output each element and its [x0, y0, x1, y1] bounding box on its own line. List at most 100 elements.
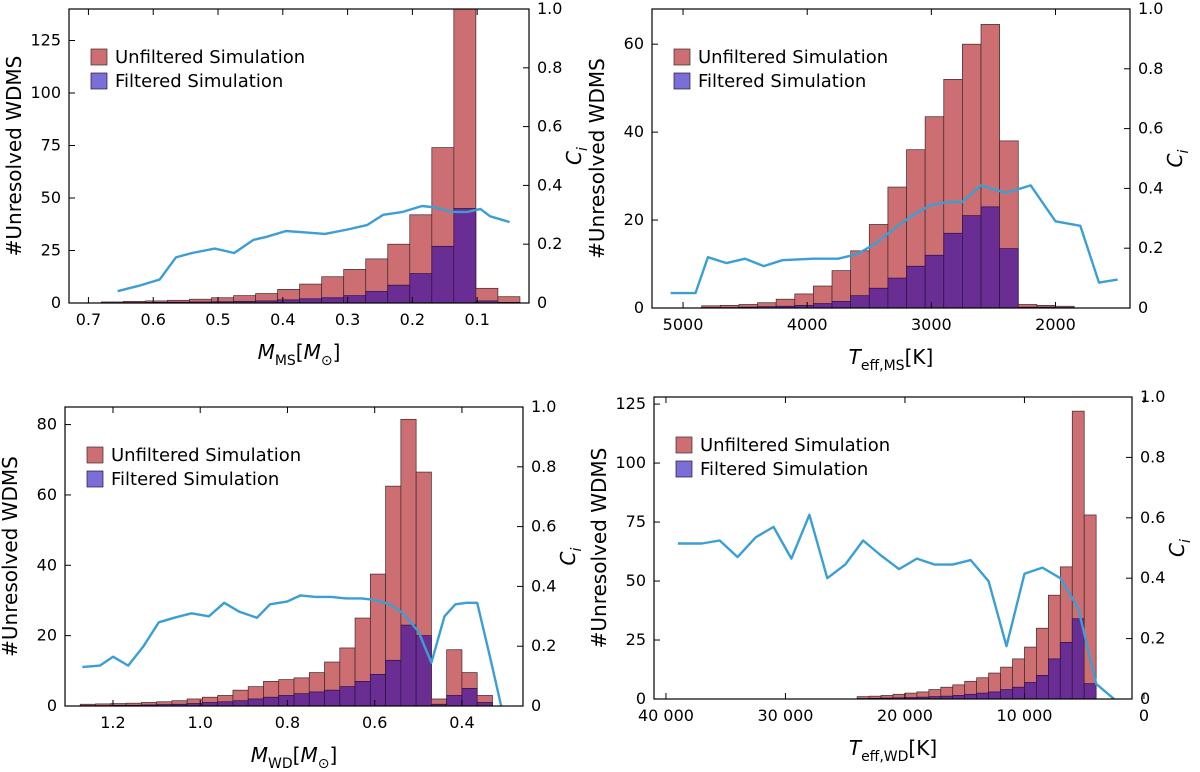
x-tick-label: 0 — [1139, 706, 1149, 725]
y2-axis-label: Ci — [1163, 149, 1192, 167]
filtered-bar — [409, 273, 433, 303]
x-tick-label: 0.8 — [275, 713, 300, 732]
legend-label-unfiltered: Unfiltered Simulation — [115, 47, 305, 68]
filtered-bar — [385, 659, 402, 706]
filtered-bar — [321, 297, 345, 303]
y-tick-label: 50 — [626, 571, 646, 590]
axis-frame — [653, 396, 1133, 700]
filtered-bar — [247, 698, 264, 706]
x-tick-label: 0.6 — [140, 310, 165, 329]
y2-tick-label: 0.8 — [531, 457, 556, 476]
ci-line — [82, 594, 503, 706]
filtered-bar — [354, 681, 371, 706]
x-axis-label: MWD[M⊙] — [251, 743, 338, 772]
filtered-bar — [850, 295, 870, 308]
filtered-bar — [813, 303, 833, 308]
y2-tick-label: 0.2 — [537, 234, 562, 253]
filtered-bar — [431, 245, 455, 303]
y2-tick-label: 0.4 — [1140, 568, 1165, 587]
chart-panel-bottom-left: 1.2 1.0 0.8 0.6 0.4 0 20 40 60 80 0 0.2 0.4 0.6 0.8 1.0… — [0, 397, 585, 772]
filtered-bar — [943, 232, 963, 308]
x-axis-label: Teff,MS[K] — [849, 345, 934, 374]
y2-tick-label: 0.4 — [537, 175, 562, 194]
ci-line — [677, 513, 1115, 699]
y-axis-label: #Unresolved WDMS — [0, 456, 22, 657]
filtered-bar — [453, 208, 477, 303]
y2-tick-label: 0.6 — [1140, 508, 1165, 527]
filtered-bar — [1083, 683, 1097, 699]
x-tick-label: 2000 — [1035, 315, 1076, 334]
x-tick-label: 5000 — [663, 315, 704, 334]
filtered-bar — [446, 695, 463, 706]
chart-panel-bottom-right: 40 000 30 000 20 000 10 000 0025507510012500… — [587, 387, 1194, 765]
axis-frame — [64, 406, 524, 707]
legend-swatch-filtered — [86, 470, 104, 488]
ci-line — [117, 204, 510, 293]
filtered-bar — [1036, 675, 1049, 699]
filtered-bar — [263, 696, 280, 706]
ci-line — [670, 184, 1118, 295]
y-axis-label: #Unresolved WDMS — [2, 56, 26, 257]
filtered-bar — [324, 689, 341, 706]
x-tick-label: 0.3 — [335, 310, 360, 329]
x-tick-label: 1.2 — [100, 713, 125, 732]
y-tick-label: 100 — [615, 453, 646, 472]
filtered-bar — [365, 291, 389, 303]
x-axis-label: Teff,WD[K] — [849, 736, 937, 765]
axis-frame — [651, 8, 1131, 309]
x-tick-label: 0.6 — [362, 713, 387, 732]
y-tick-label: 25 — [626, 630, 646, 649]
plot-area — [677, 410, 1115, 699]
y-tick-label: 0 — [634, 298, 644, 317]
legend-label-filtered: Filtered Simulation — [111, 469, 279, 490]
y-tick-label: 0 — [636, 689, 646, 708]
filtered-bar — [476, 702, 493, 706]
filtered-bar — [299, 298, 323, 303]
filtered-bar — [461, 688, 478, 706]
y2-tick-label: 0 — [1140, 689, 1150, 708]
unfiltered-bar — [497, 296, 521, 303]
y-tick-label: 20 — [624, 210, 644, 229]
y2-tick-label: 0 — [537, 293, 547, 312]
y2-axis-label: Ci — [556, 547, 585, 565]
x-tick-label: 0.1 — [464, 310, 489, 329]
y2-tick-label: 0.4 — [531, 576, 556, 595]
legend-swatch-unfiltered — [675, 436, 693, 454]
y2-tick-label: 0.2 — [1140, 629, 1165, 648]
y-tick-label: 125 — [615, 394, 646, 413]
legend-swatch-unfiltered — [86, 446, 104, 464]
legend-label-unfiltered: Unfiltered Simulation — [111, 445, 301, 466]
filtered-bar — [988, 691, 1001, 699]
filtered-bar — [868, 287, 889, 308]
y-axis-label: #Unresolved WDMS — [585, 58, 609, 259]
legend-label-unfiltered: Unfiltered Simulation — [698, 47, 888, 68]
filtered-bar — [232, 700, 249, 706]
plot-area — [79, 418, 503, 706]
y-tick-label: 40 — [37, 555, 57, 574]
y-tick-label: 100 — [30, 83, 61, 102]
filtered-bar — [293, 693, 310, 706]
y2-tick-label: 0.6 — [531, 517, 556, 536]
legend: Unfiltered Simulation Filtered Simulation — [86, 445, 301, 490]
plot-area — [101, 9, 521, 303]
y-tick-label: 75 — [41, 136, 61, 155]
x-tick-label: 4000 — [787, 315, 828, 334]
filtered-bar — [964, 693, 978, 699]
y2-tick-label: 0.8 — [1140, 447, 1165, 466]
filtered-bar — [887, 277, 907, 308]
axis-frame — [68, 8, 530, 304]
x-tick-label: 0.7 — [76, 310, 101, 329]
filtered-bar — [400, 624, 417, 706]
y2-tick-label: 0.2 — [1138, 238, 1163, 257]
legend-swatch-filtered — [90, 72, 108, 90]
filtered-bar — [976, 692, 989, 699]
x-tick-label: 40 000 — [638, 706, 694, 725]
y-tick-label: 25 — [41, 241, 61, 260]
filtered-bar — [369, 673, 386, 706]
y2-tick-label: 0 — [531, 696, 541, 715]
legend-label-filtered: Filtered Simulation — [115, 71, 283, 92]
y2-axis-label: Ci — [562, 147, 591, 165]
filtered-bar — [831, 301, 851, 308]
y2-tick-label: 1.0 — [1138, 0, 1163, 18]
